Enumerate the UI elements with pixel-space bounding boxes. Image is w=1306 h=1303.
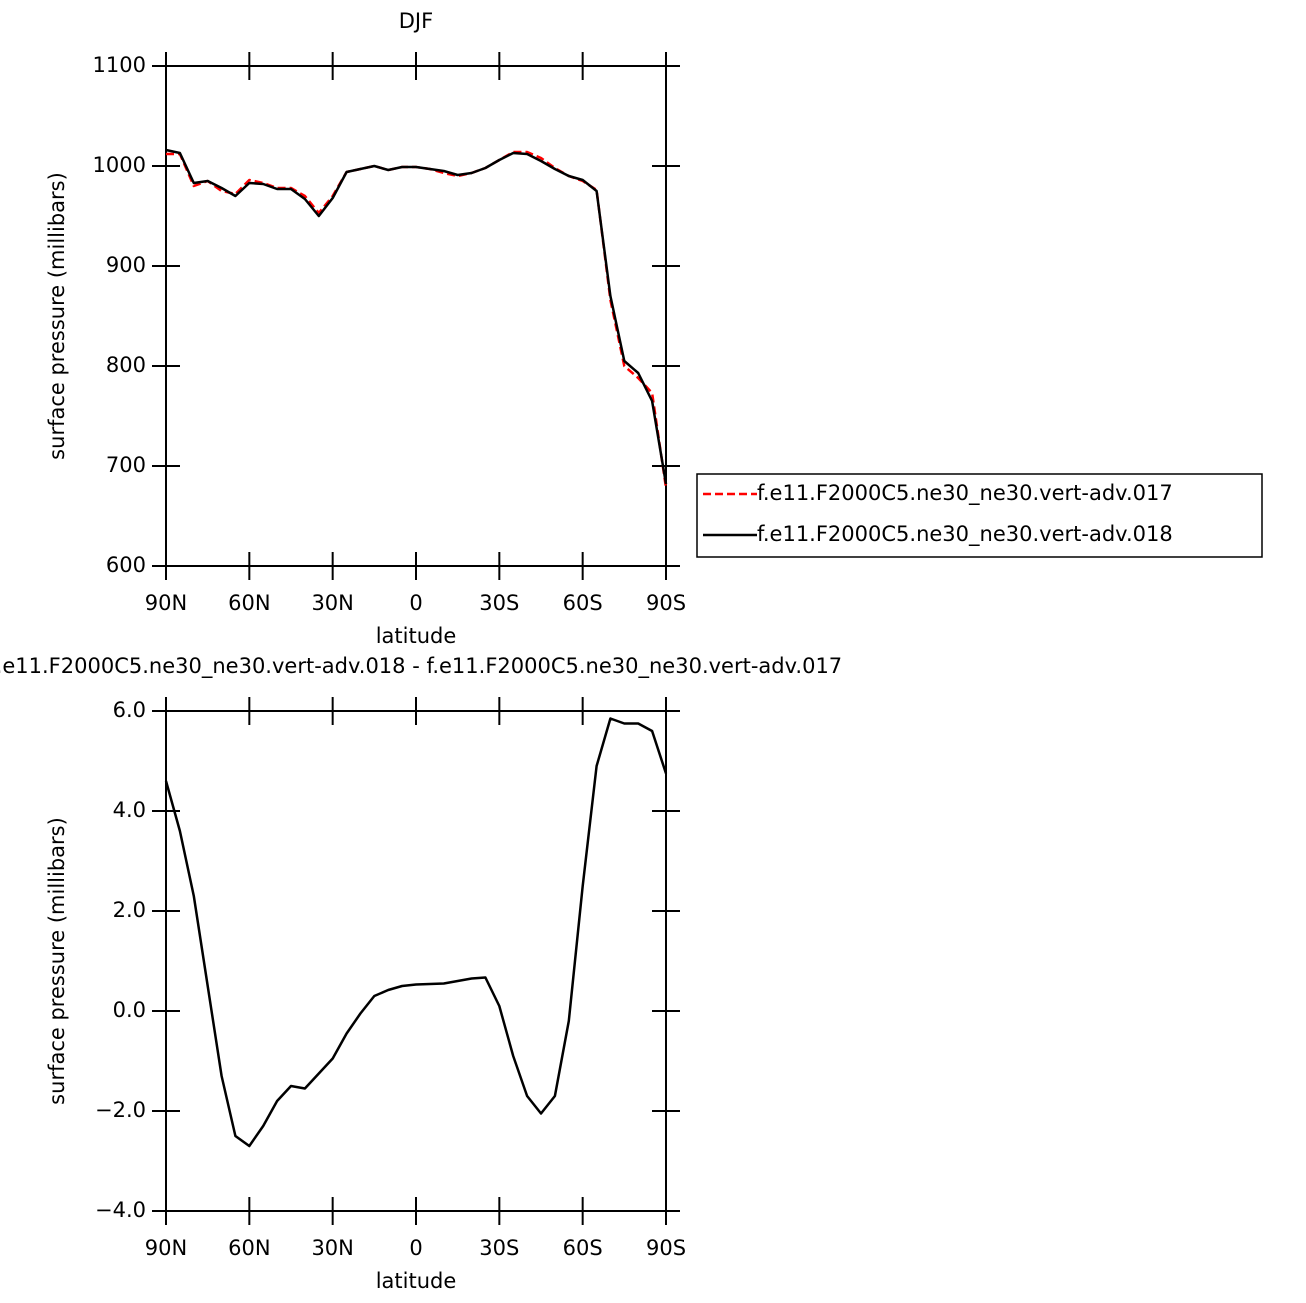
- x-tick-label: 90N: [145, 1236, 187, 1260]
- legend-label: f.e11.F2000C5.ne30_ne30.vert-adv.018: [757, 522, 1173, 547]
- y-tick-label: −4.0: [95, 1198, 146, 1222]
- x-tick-label: 0: [409, 1236, 422, 1260]
- x-tick-label: 90S: [646, 591, 686, 615]
- y-tick-label: 900: [106, 253, 146, 277]
- x-tick-label: 30N: [311, 591, 353, 615]
- x-axis-label: latitude: [376, 1269, 457, 1293]
- y-axis-label: surface pressure (millibars): [45, 172, 69, 460]
- plot-frame: [165, 710, 667, 1212]
- chart-title: f.e11.F2000C5.ne30_ne30.vert-adv.018 - f…: [0, 654, 842, 679]
- series-line: [164, 717, 668, 1148]
- x-tick-label: 30S: [479, 591, 519, 615]
- x-tick-label: 60S: [563, 591, 603, 615]
- legend-label: f.e11.F2000C5.ne30_ne30.vert-adv.017: [757, 481, 1173, 506]
- y-tick-label: −2.0: [95, 1098, 146, 1122]
- legend-box: [696, 473, 1263, 558]
- y-tick-label: 1000: [93, 153, 146, 177]
- x-tick-label: 0: [409, 591, 422, 615]
- x-tick-label: 60N: [228, 591, 270, 615]
- y-tick-label: 700: [106, 453, 146, 477]
- y-tick-label: 4.0: [113, 798, 146, 822]
- plot-frame: [165, 65, 667, 567]
- y-tick-label: 2.0: [113, 898, 146, 922]
- x-tick-label: 90N: [145, 591, 187, 615]
- y-axis-label: surface pressure (millibars): [45, 817, 69, 1105]
- x-axis-label: latitude: [376, 624, 457, 648]
- x-tick-label: 60N: [228, 1236, 270, 1260]
- y-tick-label: 1100: [93, 53, 146, 77]
- chart-title: DJF: [399, 9, 433, 33]
- y-tick-label: 6.0: [113, 698, 146, 722]
- x-tick-label: 60S: [563, 1236, 603, 1260]
- y-tick-label: 0.0: [113, 998, 146, 1022]
- x-tick-label: 30N: [311, 1236, 353, 1260]
- x-tick-label: 30S: [479, 1236, 519, 1260]
- series-line: [166, 150, 668, 489]
- x-tick-label: 90S: [646, 1236, 686, 1260]
- series-line: [165, 148, 668, 485]
- y-tick-label: 600: [106, 553, 146, 577]
- y-tick-label: 800: [106, 353, 146, 377]
